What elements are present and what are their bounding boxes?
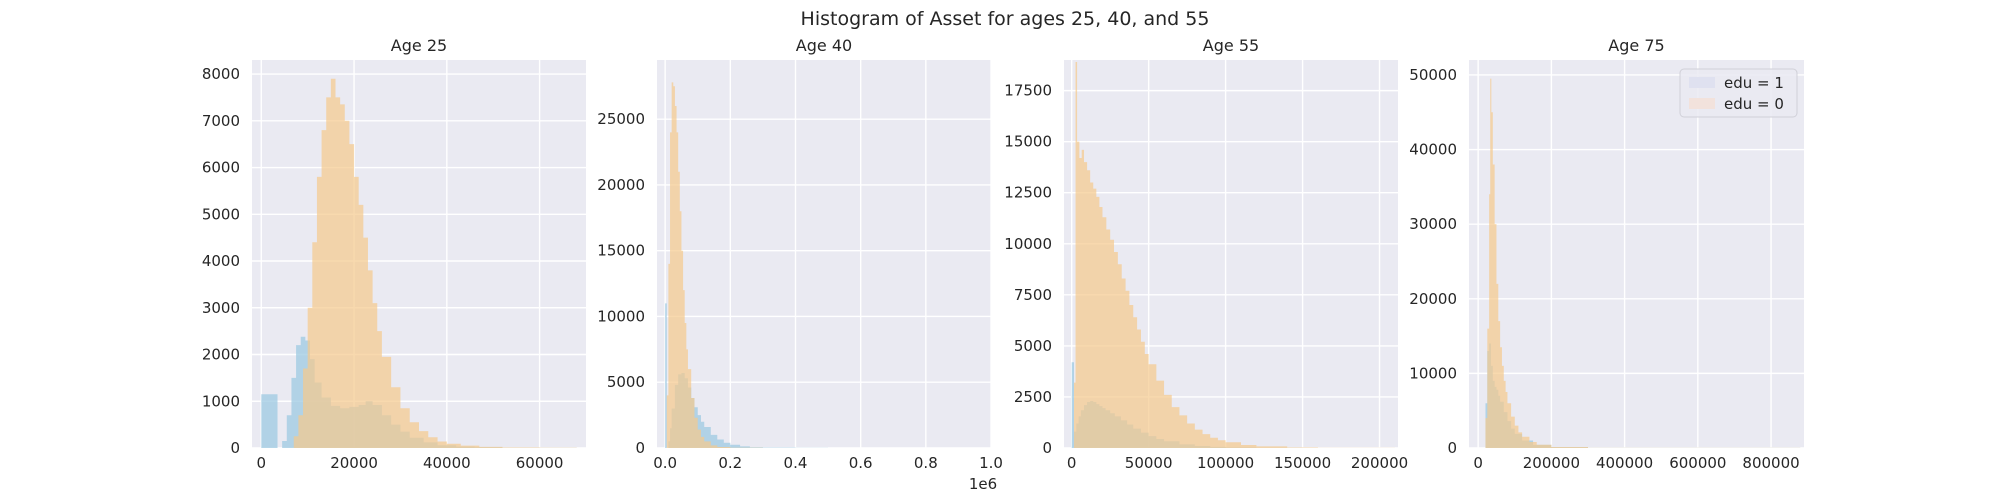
y-tick-label: 3000 bbox=[202, 299, 240, 317]
subplot-2: 0.0 0.2 0.4 0.6 0.8 1.0 0 5000 10000 15000 20000 25… bbox=[597, 36, 1003, 493]
x-tick-label: 200000 bbox=[1523, 454, 1580, 472]
y-tick-label: 10000 bbox=[1004, 235, 1052, 253]
y-tick-label: 0 bbox=[635, 439, 645, 457]
y-tick-label: 17500 bbox=[1004, 82, 1052, 100]
x-tick-label: 150000 bbox=[1274, 454, 1331, 472]
legend: edu = 1 edu = 0 bbox=[1679, 68, 1798, 118]
histogram-bars bbox=[1478, 78, 1801, 448]
y-tick-label: 10000 bbox=[1409, 364, 1457, 382]
series-edu0-histogram bbox=[261, 78, 577, 448]
y-tick-label: 5000 bbox=[202, 205, 240, 223]
subplot-1: 0 20000 40000 60000 0 1000 2000 3000 4000 5000 600… bbox=[202, 36, 586, 472]
y-tick-label: 2000 bbox=[202, 346, 240, 364]
y-tick-label: 5000 bbox=[1014, 337, 1052, 355]
subplot-4: 0 200000 400000 600000 800000 0 10000 20000 3000… bbox=[1409, 36, 1804, 472]
histogram-bars bbox=[261, 78, 577, 448]
legend-swatch-edu0 bbox=[1689, 98, 1715, 109]
x-tick-label: 100000 bbox=[1197, 454, 1254, 472]
x-tick-label: 60000 bbox=[516, 454, 564, 472]
series-edu0-histogram bbox=[1071, 62, 1395, 448]
y-tick-label: 6000 bbox=[202, 159, 240, 177]
x-tick-label: 0.4 bbox=[784, 454, 808, 472]
y-tick-label: 7000 bbox=[202, 112, 240, 130]
x-tick-label: 40000 bbox=[423, 454, 471, 472]
y-tick-label: 0 bbox=[1042, 439, 1052, 457]
y-tick-label: 0 bbox=[1447, 439, 1457, 457]
y-tick-label: 40000 bbox=[1409, 141, 1457, 159]
subplot-title: Age 55 bbox=[1203, 36, 1259, 55]
x-tick-label: 0.2 bbox=[718, 454, 742, 472]
x-tick-label: 0 bbox=[257, 454, 267, 472]
histogram-bars bbox=[1071, 62, 1395, 448]
y-tick-label: 1000 bbox=[202, 392, 240, 410]
x-tick-label: 200000 bbox=[1351, 454, 1408, 472]
subplot-3: 0 50000 100000 150000 200000 0 2500 5000 7500 100… bbox=[1004, 36, 1408, 472]
y-tick-label: 15000 bbox=[1004, 133, 1052, 151]
subplot-title: Age 75 bbox=[1608, 36, 1664, 55]
plot-area bbox=[1469, 60, 1804, 448]
x-tick-label: 0 bbox=[1067, 454, 1077, 472]
y-tick-label: 20000 bbox=[597, 176, 645, 194]
y-tick-label: 25000 bbox=[597, 110, 645, 128]
x-tick-label: 1.0 bbox=[979, 454, 1003, 472]
x-tick-label: 20000 bbox=[330, 454, 378, 472]
x-tick-label: 0.0 bbox=[653, 454, 677, 472]
x-tick-label: 600000 bbox=[1669, 454, 1726, 472]
y-tick-label: 12500 bbox=[1004, 184, 1052, 202]
y-tick-label: 15000 bbox=[597, 242, 645, 260]
x-tick-label: 0.6 bbox=[849, 454, 873, 472]
y-tick-label: 50000 bbox=[1409, 66, 1457, 84]
y-tick-label: 2500 bbox=[1014, 388, 1052, 406]
y-tick-label: 10000 bbox=[597, 307, 645, 325]
x-tick-label: 800000 bbox=[1742, 454, 1799, 472]
x-tick-label: 50000 bbox=[1125, 454, 1173, 472]
y-tick-label: 0 bbox=[230, 439, 240, 457]
y-tick-label: 30000 bbox=[1409, 215, 1457, 233]
y-tick-label: 5000 bbox=[607, 373, 645, 391]
legend-label-edu0: edu = 0 bbox=[1724, 95, 1784, 113]
histogram-bars bbox=[665, 82, 991, 448]
subplot-title: Age 25 bbox=[391, 36, 447, 55]
y-tick-label: 20000 bbox=[1409, 290, 1457, 308]
y-tick-label: 4000 bbox=[202, 252, 240, 270]
x-tick-label: 0 bbox=[1473, 454, 1483, 472]
subplots: 0 20000 40000 60000010002000300040005000600… bbox=[202, 36, 1804, 493]
legend-label-edu1: edu = 1 bbox=[1724, 74, 1784, 92]
figure-title: Histogram of Asset for ages 25, 40, and … bbox=[801, 8, 1210, 30]
series-edu0-histogram bbox=[1478, 78, 1801, 448]
plot-area bbox=[657, 60, 991, 448]
legend-swatch-edu1 bbox=[1689, 77, 1715, 88]
y-tick-label: 7500 bbox=[1014, 286, 1052, 304]
subplot-title: Age 40 bbox=[796, 36, 852, 55]
x-tick-label: 400000 bbox=[1596, 454, 1653, 472]
x-tick-label: 0.8 bbox=[914, 454, 938, 472]
y-tick-label: 8000 bbox=[202, 65, 240, 83]
x-offset-label: 1e6 bbox=[969, 475, 997, 493]
